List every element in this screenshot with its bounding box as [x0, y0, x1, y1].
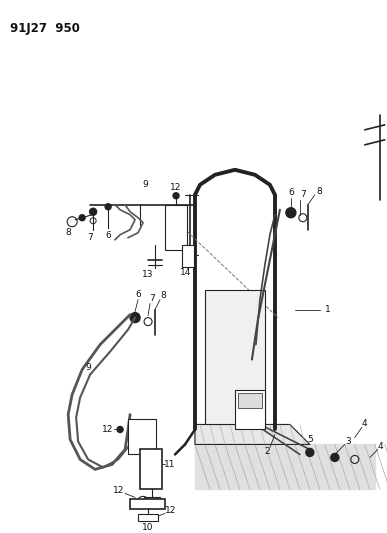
Circle shape [130, 313, 140, 322]
Circle shape [90, 208, 97, 215]
Circle shape [286, 208, 296, 218]
Text: 10: 10 [142, 523, 154, 532]
Bar [130, 499, 165, 510]
Text: 12: 12 [113, 486, 125, 495]
Text: 11: 11 [164, 460, 176, 469]
Circle shape [117, 426, 123, 432]
Text: 6: 6 [288, 188, 294, 197]
Bar [138, 514, 158, 521]
Text: 4: 4 [378, 442, 384, 451]
Circle shape [79, 215, 85, 221]
Text: 8: 8 [160, 291, 166, 300]
Circle shape [173, 193, 179, 199]
Text: 7: 7 [300, 190, 306, 199]
Bar [144, 497, 160, 505]
Text: 1: 1 [325, 305, 331, 314]
Bar [238, 392, 262, 408]
Circle shape [105, 204, 111, 210]
Circle shape [306, 448, 314, 456]
Text: 8: 8 [65, 228, 71, 237]
Bar [128, 419, 156, 455]
Text: 4: 4 [362, 419, 368, 428]
Bar [140, 449, 162, 489]
Text: 7: 7 [149, 294, 155, 303]
Text: 6: 6 [105, 231, 111, 240]
Text: 12: 12 [103, 425, 114, 434]
Text: 8: 8 [316, 187, 322, 196]
Text: 91J27  950: 91J27 950 [10, 22, 80, 35]
Bar [205, 289, 265, 424]
Bar [165, 205, 187, 249]
Text: 6: 6 [135, 290, 141, 299]
Bar [182, 245, 194, 266]
Text: 9: 9 [142, 180, 148, 189]
Text: 12: 12 [170, 183, 182, 192]
Text: 5: 5 [307, 435, 313, 444]
Bar [235, 390, 265, 430]
Text: 2: 2 [264, 447, 270, 456]
Text: 9: 9 [85, 363, 91, 372]
Text: 3: 3 [345, 437, 351, 446]
Text: 12: 12 [165, 506, 177, 515]
Polygon shape [195, 445, 375, 489]
Text: 7: 7 [87, 233, 93, 242]
Polygon shape [195, 424, 310, 445]
Circle shape [331, 454, 339, 462]
Text: 13: 13 [142, 270, 154, 279]
Text: 14: 14 [180, 268, 192, 277]
